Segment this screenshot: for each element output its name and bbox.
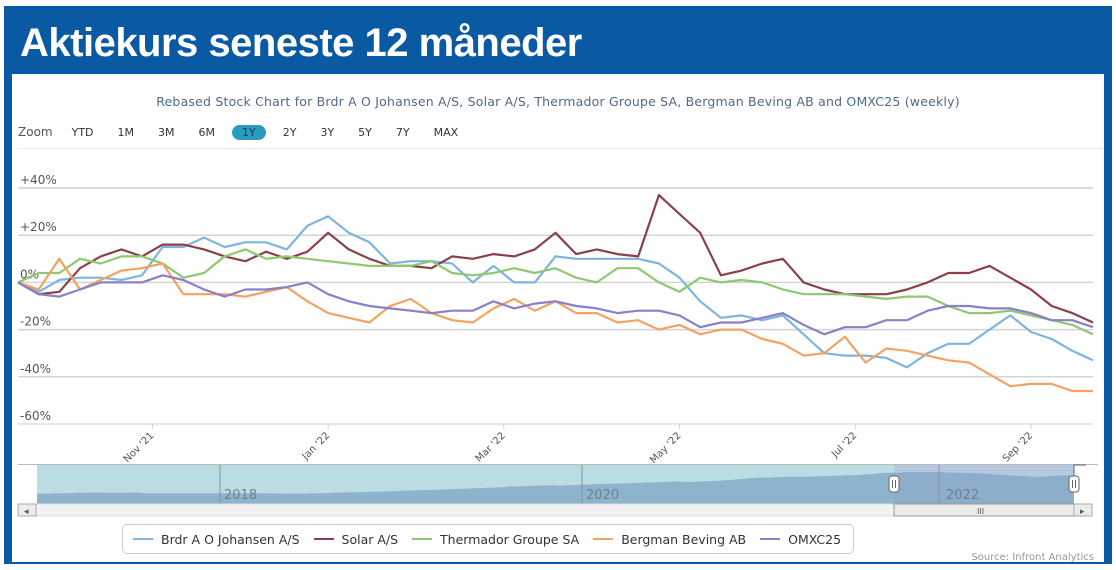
legend-item-thermador[interactable]: Thermador Groupe SA — [412, 532, 579, 547]
legend-swatch — [133, 538, 153, 540]
chart-panel: Rebased Stock Chart for Brdr A O Johanse… — [12, 74, 1104, 563]
source-credit: Source: Infront Analytics — [971, 552, 1094, 563]
y-tick-label: 0% — [20, 267, 39, 281]
zoom-label: Zoom — [18, 125, 53, 139]
scroll-right-button[interactable] — [1073, 503, 1093, 517]
navigator-handle-left[interactable] — [888, 475, 900, 493]
series-line-brdr-a-o-johansen-a-s[interactable] — [17, 215, 1094, 369]
zoom-button-max[interactable]: MAX — [433, 125, 459, 139]
zoom-button-ytd[interactable]: YTD — [71, 125, 94, 139]
zoom-button-3m[interactable]: 3M — [158, 125, 175, 139]
x-tick-label: May '22 — [648, 430, 684, 466]
x-tick-label: Jul '22 — [829, 430, 859, 460]
x-tick-label: Mar '22 — [474, 430, 508, 464]
y-tick-label: -40% — [20, 362, 51, 376]
y-axis: +40% +20% 0% -20% -40% -60% — [20, 173, 57, 423]
navigator[interactable]: 2018 2020 2022 — [18, 464, 1098, 504]
legend-item-brdr-a-o-johansen[interactable]: Brdr A O Johansen A/S — [133, 532, 300, 547]
scrollbar-grip: III — [977, 507, 984, 516]
legend-swatch — [313, 538, 334, 540]
x-tick-label: Sep '22 — [1001, 430, 1035, 464]
legend-label: Solar A/S — [341, 531, 399, 547]
navigator-year-label: 2020 — [586, 488, 619, 503]
navigator-year-label: 2022 — [946, 488, 979, 503]
page-title: Aktiekurs seneste 12 måneder — [20, 21, 582, 65]
y-tick-label: -60% — [20, 409, 51, 423]
legend: Brdr A O Johansen A/S Solar A/S Thermado… — [122, 524, 855, 554]
zoom-divider — [18, 148, 1104, 149]
zoom-button-2y[interactable]: 2Y — [282, 125, 297, 139]
series-line-solar-a-s[interactable] — [17, 193, 1094, 324]
zoom-button-1m[interactable]: 1M — [117, 125, 135, 139]
legend-swatch — [760, 538, 781, 540]
zoom-selector: Zoom YTD 1M 3M 6M 1Y 2Y 3Y 5Y 7Y MAX — [18, 122, 475, 142]
series-lines — [17, 193, 1094, 393]
zoom-button-5y[interactable]: 5Y — [358, 125, 372, 139]
legend-item-solar[interactable]: Solar A/S — [313, 531, 399, 547]
legend-item-bergman-beving[interactable]: Bergman Beving AB — [593, 532, 746, 547]
grid — [18, 187, 1093, 425]
zoom-button-6m[interactable]: 6M — [198, 125, 216, 139]
navigator-area — [37, 472, 1074, 504]
zoom-button-1y[interactable]: 1Y — [232, 124, 266, 140]
chart-title: Rebased Stock Chart for Brdr A O Johanse… — [156, 94, 960, 109]
x-tick-label: Jan '22 — [300, 430, 333, 463]
legend-label: OMXC25 — [788, 531, 842, 547]
x-tick-label: Nov '21 — [122, 430, 157, 465]
y-tick-label: +40% — [20, 173, 57, 187]
zoom-button-3y[interactable]: 3Y — [320, 125, 335, 139]
scrollbar[interactable]: ◂ III ▸ — [17, 503, 1093, 517]
scroll-left-button[interactable] — [17, 503, 37, 517]
scroll-right-icon: ▸ — [1080, 507, 1085, 517]
x-axis: Nov '21 Jan '22 Mar '22 May '22 Jul '22 Sep '… — [122, 424, 1035, 466]
legend-label: Bergman Beving AB — [621, 531, 747, 547]
series-line-thermador-groupe-sa[interactable] — [17, 248, 1094, 336]
navigator-right-outline — [1073, 464, 1086, 476]
legend-swatch — [412, 538, 433, 540]
legend-item-omxc25[interactable]: OMXC25 — [760, 532, 841, 547]
navigator-handle-right[interactable] — [1068, 475, 1080, 493]
series-line-omxc25[interactable] — [17, 274, 1094, 336]
navigator-year-label: 2018 — [224, 488, 257, 503]
chart-plot: +40% +20% 0% -20% -40% -60% Nov '21 Jan '22 Mar… — [17, 173, 1098, 517]
y-tick-label: +20% — [20, 220, 57, 234]
scroll-left-icon: ◂ — [24, 507, 29, 517]
zoom-button-7y[interactable]: 7Y — [395, 125, 410, 139]
legend-label: Thermador Groupe SA — [440, 531, 580, 547]
legend-label: Brdr A O Johansen A/S — [161, 531, 300, 547]
navigator-top-border — [18, 464, 1098, 465]
legend-swatch — [593, 538, 614, 540]
y-tick-label: -20% — [20, 315, 51, 329]
